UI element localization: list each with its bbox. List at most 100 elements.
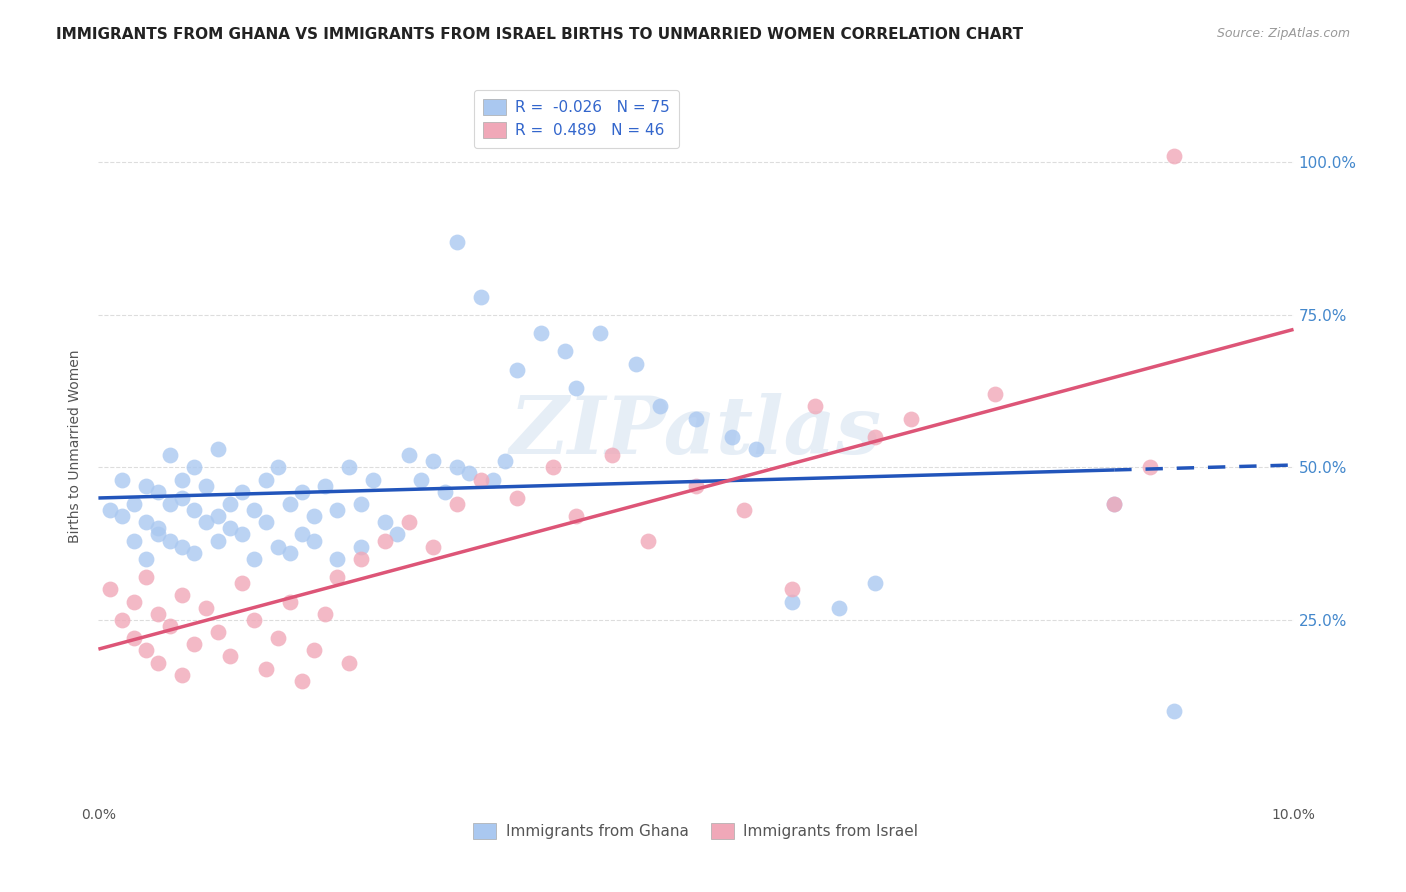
Point xyxy=(207,533,229,548)
Point xyxy=(124,594,146,608)
Point xyxy=(350,540,373,554)
Point xyxy=(374,533,396,548)
Point xyxy=(458,467,481,481)
Point xyxy=(506,491,529,505)
Point xyxy=(231,576,253,591)
Point xyxy=(148,656,170,670)
Point xyxy=(267,460,290,475)
Point xyxy=(302,509,325,524)
Point xyxy=(278,497,301,511)
Point xyxy=(315,607,337,621)
Point xyxy=(1104,497,1126,511)
Point xyxy=(385,527,409,541)
Point xyxy=(554,344,576,359)
Point xyxy=(398,515,420,529)
Point xyxy=(278,594,301,608)
Point xyxy=(195,515,218,529)
Point xyxy=(183,546,205,560)
Legend: Immigrants from Ghana, Immigrants from Israel: Immigrants from Ghana, Immigrants from I… xyxy=(467,817,925,845)
Point xyxy=(291,527,314,541)
Point xyxy=(494,454,516,468)
Point xyxy=(650,400,672,414)
Point xyxy=(267,631,290,645)
Point xyxy=(172,540,194,554)
Point xyxy=(148,521,170,535)
Point xyxy=(111,613,134,627)
Y-axis label: Births to Unmarried Women: Births to Unmarried Women xyxy=(69,350,83,542)
Point xyxy=(733,503,755,517)
Point xyxy=(1139,460,1161,475)
Point xyxy=(159,533,181,548)
Point xyxy=(506,363,529,377)
Point xyxy=(589,326,612,341)
Point xyxy=(422,454,444,468)
Point xyxy=(267,540,290,554)
Point xyxy=(434,484,457,499)
Point xyxy=(1104,497,1126,511)
Point xyxy=(411,473,433,487)
Point xyxy=(243,613,266,627)
Point xyxy=(745,442,768,456)
Point xyxy=(828,600,851,615)
Point xyxy=(302,643,325,657)
Point xyxy=(148,484,170,499)
Point xyxy=(207,509,229,524)
Point xyxy=(135,478,157,492)
Point xyxy=(565,381,588,395)
Point xyxy=(470,289,492,303)
Point xyxy=(98,503,122,517)
Point xyxy=(721,430,744,444)
Point xyxy=(900,411,922,425)
Point xyxy=(243,551,266,566)
Point xyxy=(626,357,648,371)
Point xyxy=(865,576,887,591)
Point xyxy=(243,503,266,517)
Point xyxy=(195,600,218,615)
Point xyxy=(111,473,134,487)
Point xyxy=(482,473,505,487)
Point xyxy=(685,478,707,492)
Point xyxy=(363,473,385,487)
Point xyxy=(148,607,170,621)
Point xyxy=(183,503,205,517)
Point xyxy=(231,484,253,499)
Point xyxy=(254,515,277,529)
Point xyxy=(637,533,659,548)
Point xyxy=(172,491,194,505)
Point xyxy=(172,589,194,603)
Text: IMMIGRANTS FROM GHANA VS IMMIGRANTS FROM ISRAEL BIRTHS TO UNMARRIED WOMEN CORREL: IMMIGRANTS FROM GHANA VS IMMIGRANTS FROM… xyxy=(56,27,1024,42)
Point xyxy=(302,533,325,548)
Point xyxy=(159,497,181,511)
Point xyxy=(865,430,887,444)
Point xyxy=(135,643,157,657)
Point xyxy=(159,448,181,462)
Point xyxy=(1163,704,1185,718)
Point xyxy=(565,509,588,524)
Point xyxy=(685,411,707,425)
Point xyxy=(98,582,122,597)
Point xyxy=(780,582,803,597)
Point xyxy=(183,637,205,651)
Point xyxy=(422,540,444,554)
Point xyxy=(315,478,337,492)
Point xyxy=(159,619,181,633)
Text: Source: ZipAtlas.com: Source: ZipAtlas.com xyxy=(1216,27,1350,40)
Point xyxy=(446,460,468,475)
Point xyxy=(398,448,420,462)
Point xyxy=(780,594,803,608)
Point xyxy=(291,484,314,499)
Point xyxy=(207,442,229,456)
Point xyxy=(326,570,349,584)
Point xyxy=(183,460,205,475)
Point xyxy=(135,570,157,584)
Point xyxy=(326,503,349,517)
Point xyxy=(135,515,157,529)
Point xyxy=(984,387,1007,401)
Point xyxy=(350,497,373,511)
Point xyxy=(219,497,242,511)
Point xyxy=(148,527,170,541)
Point xyxy=(446,235,468,249)
Point xyxy=(124,533,146,548)
Point xyxy=(195,478,218,492)
Point xyxy=(124,631,146,645)
